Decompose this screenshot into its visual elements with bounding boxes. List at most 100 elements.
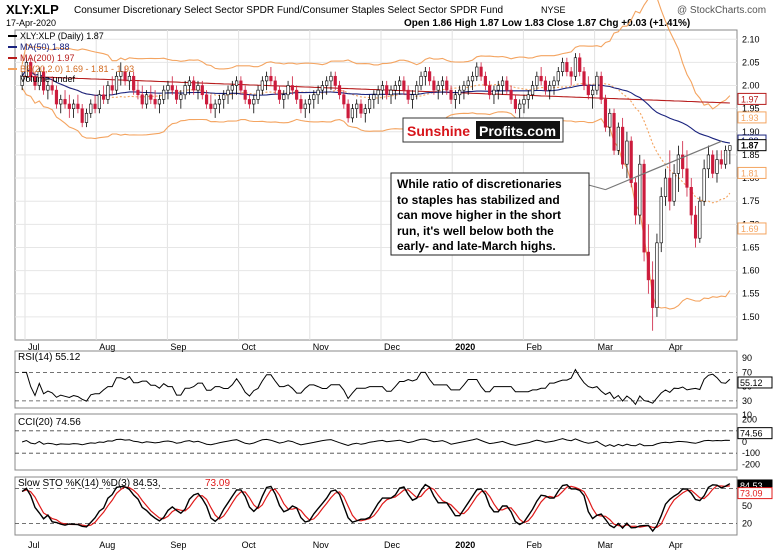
candle-body [136, 89, 140, 96]
candle-body [492, 89, 496, 96]
candle-body [187, 80, 192, 86]
candle-body [578, 57, 582, 72]
candle-body [235, 80, 239, 86]
comment-line-1: While ratio of discretionaries [397, 177, 562, 191]
month-label-bottom: Mar [598, 540, 614, 550]
candle-body [132, 75, 136, 91]
candle-body [535, 75, 539, 86]
month-label-bottom: Feb [526, 540, 542, 550]
cci-tick-label: 0 [742, 437, 747, 447]
candle-body [149, 94, 153, 100]
candle-body [29, 62, 33, 77]
candle-body [247, 99, 252, 105]
candle-body [273, 80, 277, 91]
rsi-tick-label: 10 [742, 410, 752, 420]
comment-line-4: run, it's well below both the [397, 224, 554, 238]
cci-tick-label: -200 [742, 459, 760, 469]
candle-body [569, 71, 573, 77]
month-label: 2020 [455, 342, 475, 352]
candle-body [560, 62, 565, 72]
candle-body [706, 154, 710, 170]
cci-tick-label: -100 [742, 448, 760, 458]
price-tick-label: 1.85 [742, 150, 760, 160]
brand-profits: Profits.com [479, 123, 556, 139]
candle-body [398, 80, 402, 86]
price-tag-box [737, 166, 767, 179]
candle-body [114, 75, 119, 91]
month-label-bottom: Sep [170, 540, 186, 550]
candle-body [106, 85, 110, 100]
candle-body [406, 89, 410, 100]
candle-body [50, 85, 54, 91]
candle-body [380, 85, 385, 91]
candle-body [196, 85, 200, 91]
price-tick-label: 1.95 [742, 104, 760, 114]
symbol-title: XLY:XLP [6, 2, 59, 17]
brand-box: Sunshine Profits.com [402, 117, 564, 143]
legend-price: XLY:XLP (Daily) 1.87 [20, 31, 104, 41]
price-tick-label: 2.10 [742, 34, 760, 44]
cci-frame [14, 413, 738, 471]
month-label: Apr [669, 342, 683, 352]
cci-tick-label: 200 [742, 415, 757, 425]
month-label-bottom: Oct [242, 540, 257, 550]
candle-body [475, 66, 479, 77]
candle-body [539, 75, 543, 82]
candle-body [500, 80, 505, 86]
candle-body [170, 85, 174, 91]
candle-body [582, 71, 586, 86]
candle-body [367, 99, 372, 109]
sto-d-line [21, 485, 730, 528]
candle-body [445, 80, 449, 91]
candle-body [573, 57, 578, 77]
candle-body [449, 89, 453, 100]
candle-body [676, 154, 680, 174]
rsi-panel: 907050301055.12 [14, 350, 773, 420]
price-tick-label: 2.00 [742, 81, 760, 91]
sto-legend-b: 73.09 [205, 478, 230, 489]
candle-body [728, 145, 732, 151]
candle-body [33, 75, 37, 86]
comment-box: While ratio of discretionaries to staple… [390, 172, 590, 256]
candle-body [123, 71, 127, 82]
candle-body [453, 94, 457, 100]
month-label: Aug [99, 342, 115, 352]
candle-body [355, 103, 359, 109]
bb-lower [21, 87, 731, 310]
candle-body [162, 89, 166, 100]
candle-body [715, 159, 719, 174]
candle-body [183, 85, 187, 96]
bb-middle [21, 68, 731, 204]
candle-body [693, 214, 698, 239]
candle-body [591, 89, 595, 96]
ma200-line [22, 75, 730, 104]
candle-body [565, 62, 569, 72]
candle-body [393, 85, 397, 91]
month-label: Nov [313, 342, 330, 352]
candle-body [608, 112, 612, 128]
candle-body [295, 89, 299, 100]
price-tag-box [737, 92, 767, 105]
candle-body [638, 163, 642, 216]
candle-body [479, 66, 483, 77]
candle-body [363, 108, 367, 114]
candle-body [440, 80, 445, 86]
candle-body [543, 80, 548, 91]
candle-body [599, 75, 603, 100]
comment-line-2: to staples has stabilized and [397, 193, 560, 207]
rsi-tick-label: 90 [742, 353, 752, 363]
candle-body [119, 71, 123, 77]
price-tag-label: 1.93 [741, 113, 759, 123]
candle-body [513, 99, 517, 109]
month-label: Mar [598, 342, 614, 352]
rsi-tick-label: 30 [742, 396, 752, 406]
sto-d-tag: 73.09 [740, 489, 763, 499]
candle-body [239, 80, 243, 91]
candle-body [723, 149, 728, 165]
candle-body [84, 112, 89, 123]
month-label-bottom: Aug [99, 540, 115, 550]
symbol-description: Consumer Discretionary Select Sector SPD… [74, 5, 503, 16]
candle-body [204, 94, 209, 105]
candle-body [127, 75, 131, 82]
candle-body [633, 182, 638, 216]
